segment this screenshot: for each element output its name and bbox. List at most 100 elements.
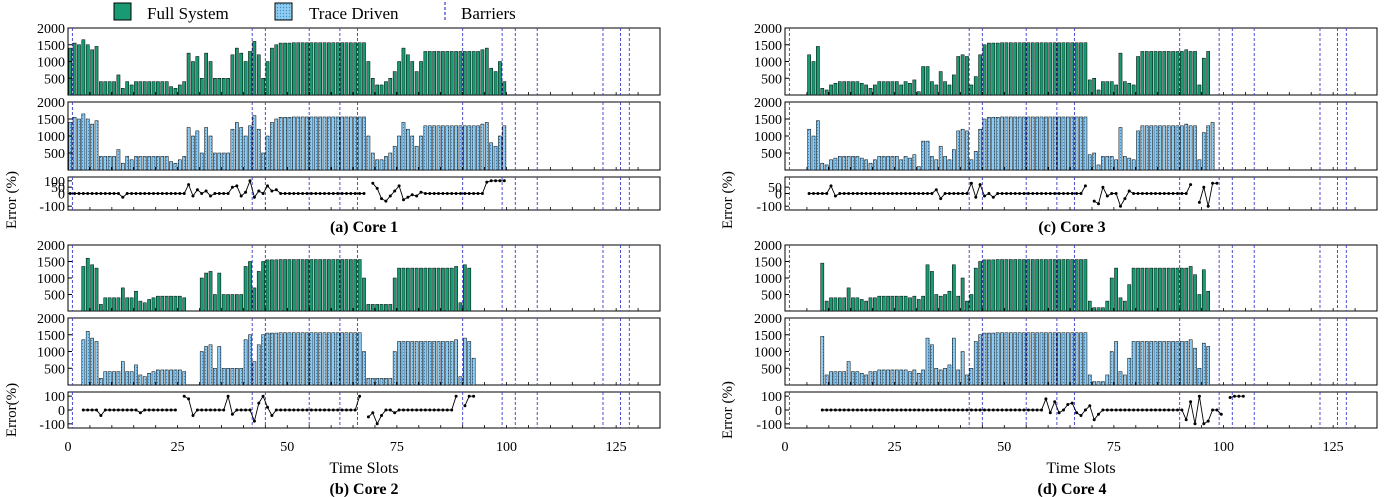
full-system-bar <box>1009 42 1013 96</box>
trace-driven-bar <box>864 159 868 171</box>
full-system-bar <box>864 300 868 312</box>
trace-driven-bar <box>256 128 261 171</box>
full-system-bar <box>208 61 213 96</box>
trace-driven-bar <box>960 351 965 386</box>
trace-driven-bar <box>353 332 358 386</box>
trace-driven-bar <box>1118 127 1123 171</box>
full-system-bar <box>230 54 235 96</box>
trace-driven-bar <box>103 371 108 386</box>
full-system-bar <box>1039 42 1044 96</box>
trace-driven-bar <box>300 116 305 171</box>
full-system-bar <box>894 81 899 96</box>
full-system-bar <box>851 81 855 96</box>
trace-driven-bar <box>1131 341 1136 386</box>
full-system-bar <box>1118 52 1123 96</box>
full-system-bar <box>1158 267 1162 312</box>
trace-driven-bar <box>164 156 169 171</box>
trace-driven-bar <box>978 334 982 386</box>
trace-driven-bar <box>851 371 855 386</box>
full-system-bar <box>811 61 816 96</box>
trace-driven-bar <box>1140 341 1145 386</box>
trace-driven-bar <box>886 156 890 171</box>
trace-driven-bar <box>868 371 873 386</box>
full-system-bar <box>353 259 358 312</box>
full-system-bar <box>309 259 314 312</box>
trace-driven-bar <box>1149 125 1153 171</box>
full-system-bar <box>370 78 375 96</box>
trace-driven-bar <box>1061 116 1066 171</box>
trace-driven-bar <box>261 152 265 171</box>
trace-driven-bar <box>397 135 401 171</box>
trace-driven-bar <box>81 113 86 171</box>
trace-driven-bar <box>820 162 825 171</box>
err-y-tick-label: 100 <box>761 390 782 405</box>
trace-driven-bar <box>1153 341 1158 386</box>
full-system-bar <box>331 259 336 312</box>
full-system-bar <box>441 51 445 96</box>
full-system-bar <box>1188 266 1193 312</box>
full-system-bar <box>213 78 217 96</box>
trace-driven-bar <box>1193 347 1197 386</box>
trace-driven-bar <box>195 130 200 171</box>
full-system-bar <box>833 297 838 312</box>
full-system-bar <box>1184 49 1189 96</box>
full-system-bar <box>820 262 825 312</box>
trace-driven-bar <box>375 378 379 386</box>
full-system-bar <box>947 290 952 312</box>
trace-driven-bar <box>81 339 86 386</box>
x-tick-label: 125 <box>1323 440 1344 455</box>
full-system-bar <box>467 267 472 312</box>
full-system-bar <box>243 61 248 96</box>
trace-driven-bar <box>899 159 904 171</box>
panel-core2: 500100015002000500100015002000-1000100Er… <box>4 239 661 497</box>
trace-driven-bar <box>1092 381 1096 386</box>
trace-driven-bar <box>410 341 415 386</box>
trace-driven-bar <box>1061 332 1066 386</box>
trace-driven-bar <box>401 341 406 386</box>
trace-driven-bar <box>1026 332 1031 386</box>
full-system-bar <box>449 267 454 312</box>
full-system-bar <box>890 81 895 96</box>
full-system-bar <box>173 88 178 96</box>
trace-driven-bar <box>77 118 81 171</box>
y-tick-label: 2000 <box>754 96 782 111</box>
trace-driven-bar <box>384 156 388 171</box>
full-system-bar <box>973 267 978 312</box>
full-system-bar <box>837 297 842 312</box>
full-system-bar <box>1171 51 1175 96</box>
full-system-bar <box>221 294 226 312</box>
trace-driven-bar <box>1210 122 1215 171</box>
full-system-bar <box>134 81 138 96</box>
trace-driven-bar <box>956 130 961 171</box>
trace-driven-bar <box>410 135 415 171</box>
trace-driven-bar <box>261 334 265 386</box>
full-system-bar <box>164 81 169 96</box>
trace-driven-bar <box>894 156 899 171</box>
full-system-bar <box>423 51 428 96</box>
y-tick-label: 500 <box>44 289 65 304</box>
trace-driven-bar <box>107 156 112 171</box>
trace-driven-bar <box>816 120 820 171</box>
y-tick-label: 1000 <box>754 346 782 361</box>
full-system-bar <box>846 287 851 312</box>
trace-driven-bar <box>873 159 877 171</box>
trace-driven-bar <box>1166 125 1171 171</box>
trace-driven-bar <box>384 378 388 386</box>
full-system-bar <box>103 81 108 96</box>
full-system-bar <box>252 41 257 96</box>
trace-driven-bar <box>169 369 173 386</box>
trace-driven-bar <box>1162 125 1167 171</box>
full-system-bar <box>423 267 428 312</box>
full-system-bar <box>226 294 230 312</box>
trace-driven-bar <box>265 135 270 171</box>
trace-driven-bar <box>947 364 952 386</box>
trace-driven-bar <box>379 159 384 171</box>
trace-driven-bar <box>340 332 344 386</box>
full-system-bar <box>191 61 195 96</box>
trace-driven-bar <box>965 130 969 171</box>
full-system-bar <box>156 81 160 96</box>
full-system-bar <box>445 51 450 96</box>
trace-driven-bar <box>445 341 450 386</box>
full-system-bar <box>943 294 947 312</box>
full-system-bar <box>120 287 125 312</box>
